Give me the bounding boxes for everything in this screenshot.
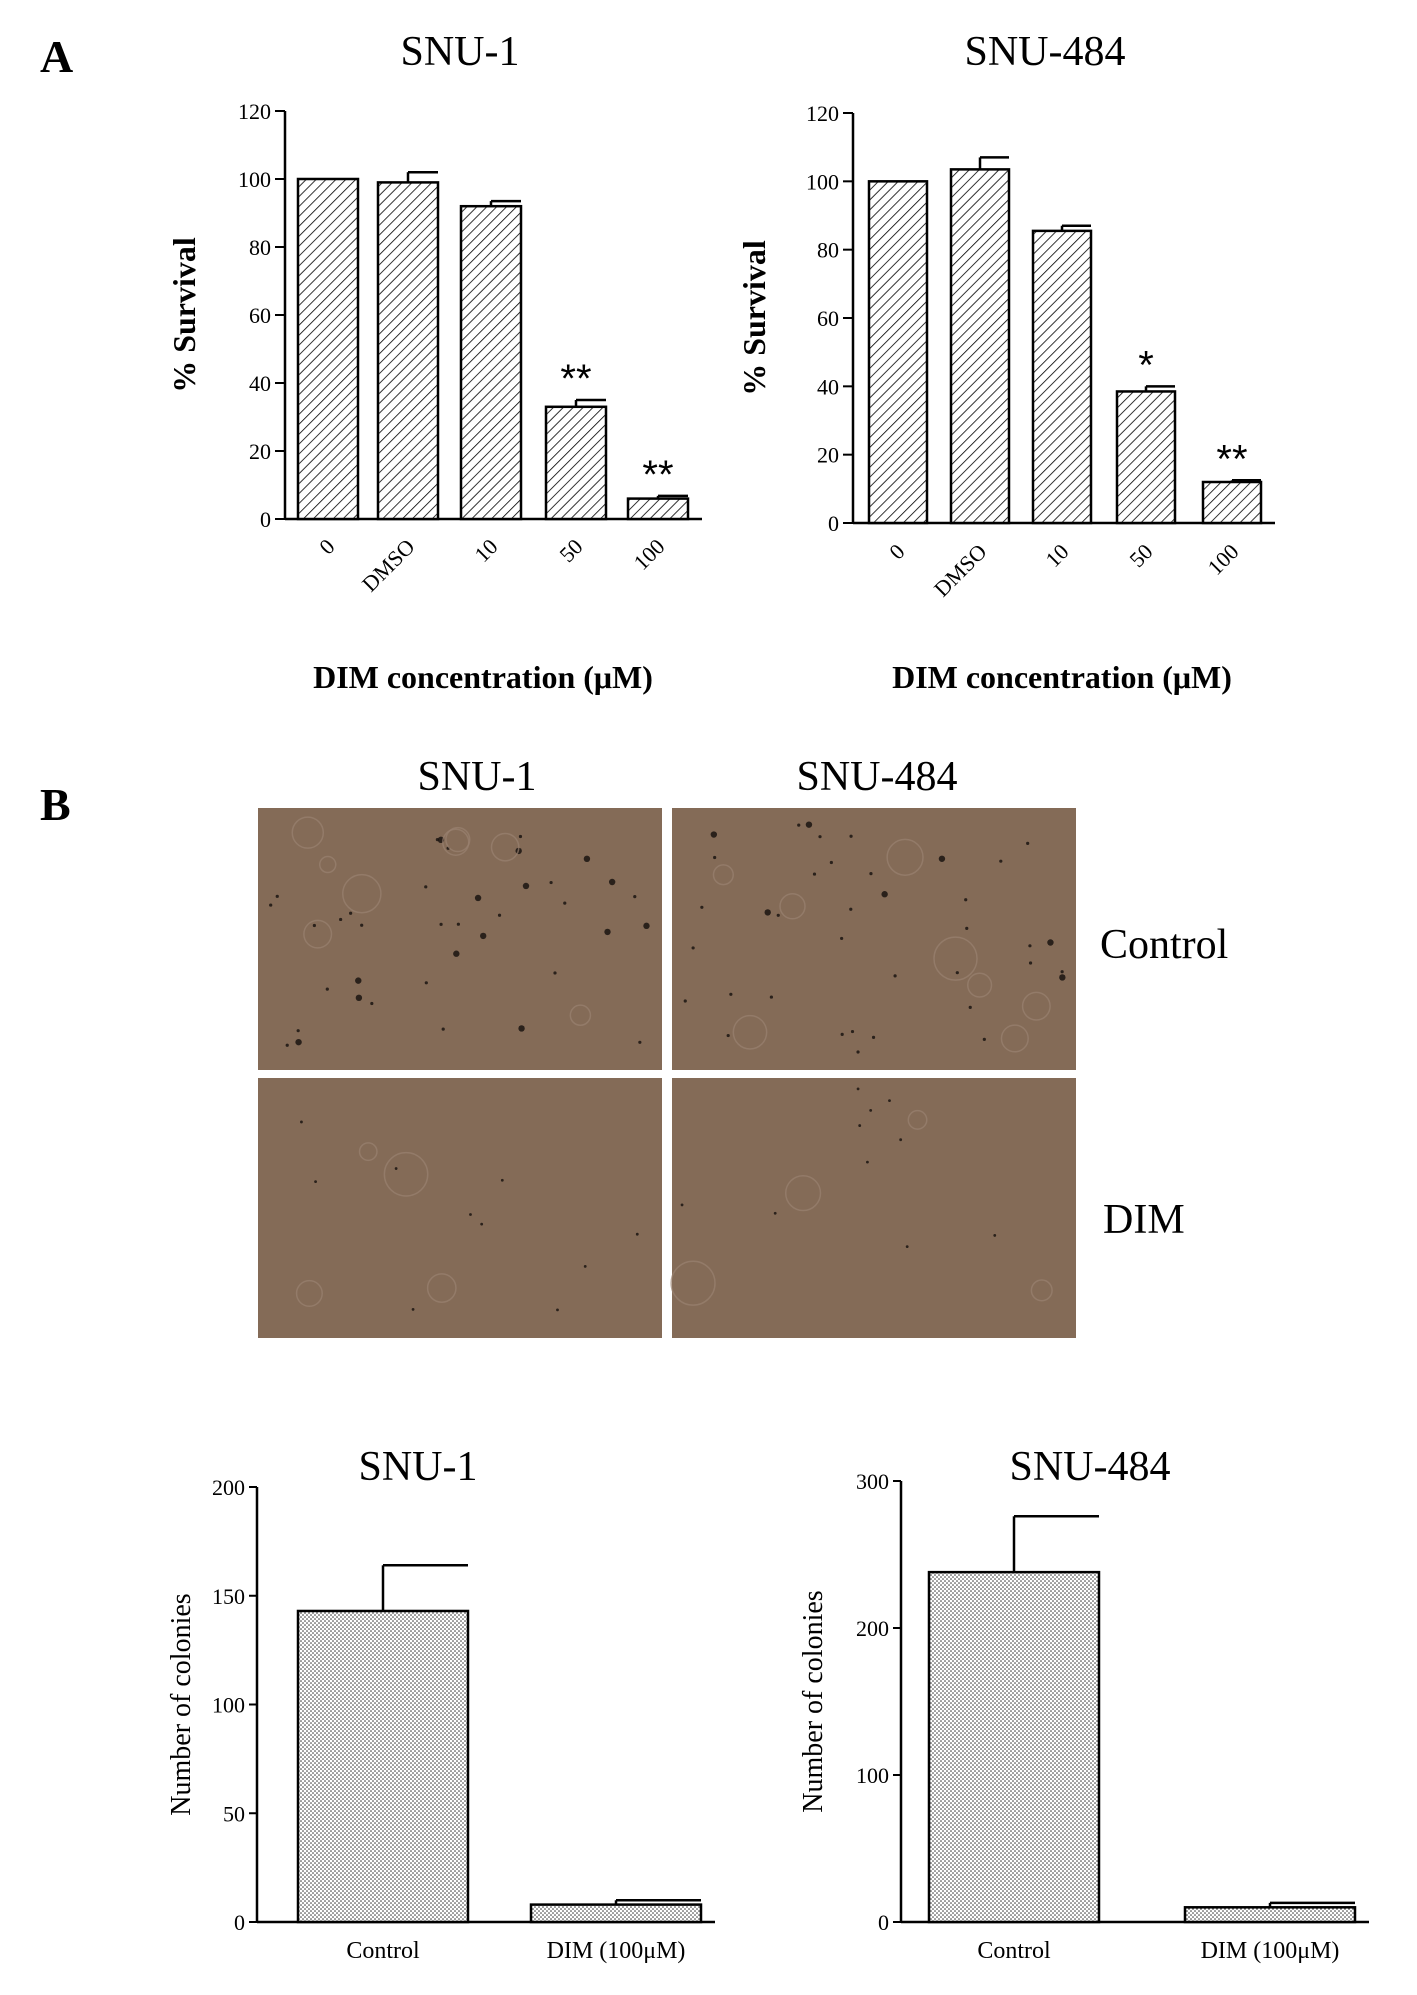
panel-label-a: A bbox=[40, 31, 73, 82]
y-tick-label: 60 bbox=[817, 306, 839, 331]
y-tick-label: 0 bbox=[234, 1910, 245, 1935]
micrograph-column-label-1: SNU-1 bbox=[417, 754, 536, 800]
y-tick-label: 60 bbox=[249, 303, 271, 328]
y-tick-label: 50 bbox=[223, 1801, 245, 1826]
y-axis-label: % Survival bbox=[736, 240, 772, 396]
bar bbox=[1183, 1906, 1357, 1924]
y-tick-label: 300 bbox=[856, 1469, 889, 1494]
x-tick-label: 100 bbox=[629, 534, 670, 575]
y-tick-label: 0 bbox=[878, 1910, 889, 1935]
y-tick-label: 150 bbox=[212, 1584, 245, 1609]
bar bbox=[529, 1903, 703, 1924]
chart-4: SNU-484 0 100 200 300 Number of colonies Contr… bbox=[798, 1444, 1369, 1964]
bar bbox=[1201, 480, 1263, 525]
micrograph-row-label-control: Control bbox=[1100, 922, 1228, 968]
x-tick-label: DIM (100μM) bbox=[547, 1938, 686, 1964]
y-tick-label: 80 bbox=[817, 238, 839, 263]
x-tick-label: 50 bbox=[554, 534, 587, 567]
significance-annotation: ** bbox=[1216, 437, 1247, 481]
chart-title: SNU-484 bbox=[1009, 1444, 1170, 1490]
bar bbox=[376, 181, 440, 521]
bar bbox=[949, 168, 1011, 525]
bar bbox=[1031, 229, 1093, 525]
y-tick-label: 20 bbox=[817, 443, 839, 468]
bar bbox=[296, 177, 360, 521]
micrograph-snu1-control bbox=[258, 808, 662, 1070]
x-tick-label: 50 bbox=[1124, 539, 1157, 572]
bar bbox=[459, 204, 523, 521]
x-tick-label: 0 bbox=[314, 534, 339, 559]
bar bbox=[927, 1570, 1101, 1924]
chart-title: SNU-484 bbox=[964, 29, 1125, 75]
micrograph-snu484-control bbox=[672, 808, 1076, 1070]
significance-annotation: ** bbox=[642, 453, 673, 497]
y-tick-label: 0 bbox=[828, 511, 839, 536]
y-tick-label: 40 bbox=[817, 374, 839, 399]
y-tick-label: 0 bbox=[260, 507, 271, 532]
bar bbox=[626, 497, 690, 521]
y-tick-label: 200 bbox=[212, 1475, 245, 1500]
significance-annotation: * bbox=[1138, 343, 1154, 387]
bar bbox=[544, 405, 608, 521]
y-tick-label: 40 bbox=[249, 371, 271, 396]
x-tick-label: DMSO bbox=[929, 539, 992, 602]
y-tick-label: 120 bbox=[238, 99, 271, 124]
chart-2: SNU-484 0 20 40 60 80 100 120 % Survival 0 DMSO 10 5… bbox=[736, 29, 1275, 695]
x-axis-label: DIM concentration (μM) bbox=[313, 659, 653, 695]
x-tick-label: DIM (100μM) bbox=[1201, 1938, 1340, 1964]
micrograph-column-label-2: SNU-484 bbox=[796, 754, 957, 800]
x-tick-label: 10 bbox=[1040, 539, 1073, 572]
x-tick-label: Control bbox=[977, 1938, 1051, 1964]
x-tick-label: 0 bbox=[884, 539, 909, 564]
y-axis-label: % Survival bbox=[166, 237, 202, 393]
x-tick-label: DMSO bbox=[357, 534, 420, 597]
bar bbox=[296, 1609, 470, 1924]
micrograph-snu1-dim bbox=[258, 1078, 662, 1338]
micrograph-snu484-dim bbox=[670, 1078, 1076, 1338]
significance-annotation: ** bbox=[560, 357, 591, 401]
y-tick-label: 200 bbox=[856, 1616, 889, 1641]
y-tick-label: 120 bbox=[806, 101, 839, 126]
y-tick-label: 100 bbox=[238, 167, 271, 192]
y-axis-label: Number of colonies bbox=[166, 1593, 197, 1815]
x-tick-label: Control bbox=[346, 1938, 420, 1964]
micrograph-grid: SNU-1 SNU-484 Control DIM bbox=[258, 754, 1228, 1338]
x-axis-label: DIM concentration (μM) bbox=[892, 659, 1232, 695]
y-tick-label: 100 bbox=[806, 169, 839, 194]
chart-title: SNU-1 bbox=[400, 29, 519, 75]
chart-3: SNU-1 0 50 100 150 200 Number of colonies Contr… bbox=[166, 1444, 715, 1964]
chart-1: SNU-1 0 20 40 60 80 100 120 % Survival 0 DMSO 10 50 *… bbox=[166, 29, 702, 695]
bar bbox=[1115, 390, 1177, 525]
y-tick-label: 80 bbox=[249, 235, 271, 260]
y-tick-label: 100 bbox=[212, 1693, 245, 1718]
y-tick-label: 20 bbox=[249, 439, 271, 464]
bar bbox=[867, 180, 929, 525]
micrograph-row-label-dim: DIM bbox=[1103, 1197, 1185, 1243]
panel-label-b: B bbox=[40, 779, 71, 830]
chart-title: SNU-1 bbox=[358, 1444, 477, 1490]
y-tick-label: 100 bbox=[856, 1763, 889, 1788]
x-tick-label: 100 bbox=[1203, 539, 1244, 580]
x-tick-label: 10 bbox=[469, 534, 502, 567]
y-axis-label: Number of colonies bbox=[798, 1590, 829, 1812]
